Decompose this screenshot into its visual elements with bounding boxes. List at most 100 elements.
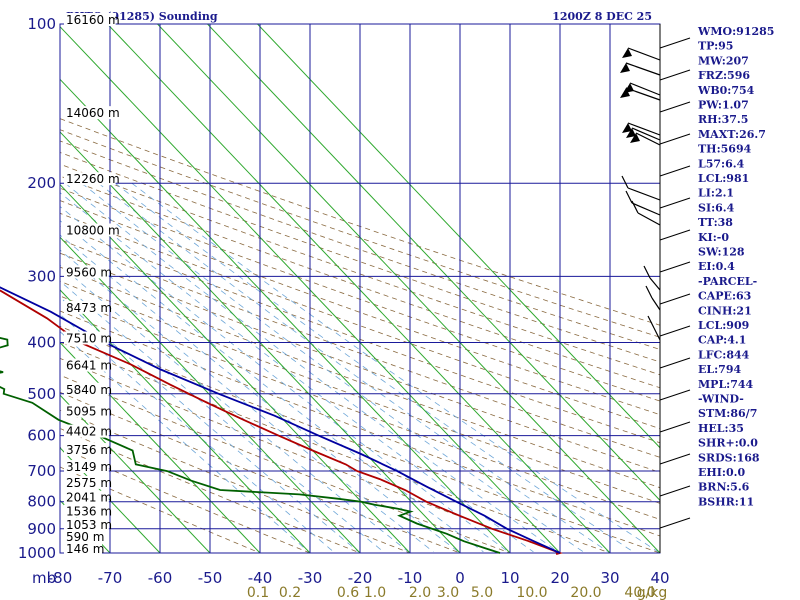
pressure-tick-label: 100: [27, 15, 56, 33]
dry-adiabat: [60, 200, 660, 416]
wind-tick: [659, 165, 691, 177]
moist-adiabat: [60, 296, 359, 553]
wind-tick: [659, 485, 691, 497]
wind-barb-feather: [621, 175, 629, 189]
height-label-bg: [64, 504, 109, 518]
wind-tick: [659, 389, 691, 401]
height-label-bg: [64, 424, 109, 438]
moist-adiabat: [60, 264, 409, 553]
stability-index: MPL:744: [698, 378, 754, 391]
mixing-ratio-label: 0.1: [247, 585, 269, 600]
wind-barb-shaft: [627, 187, 661, 201]
time-label: 1200Z 8 DEC 25: [552, 10, 652, 23]
stability-index: MW:207: [698, 54, 749, 67]
height-label: 10800 m: [66, 224, 120, 238]
moist-adiabat: [131, 182, 659, 553]
wind-barb-shaft: [635, 132, 661, 146]
isotherm: [60, 25, 561, 553]
height-label: 146 m: [66, 542, 104, 556]
isotherm: [60, 131, 461, 553]
wind-barb-shaft: [631, 202, 661, 216]
wind-barb-shaft: [627, 47, 661, 61]
height-label-bg: [64, 490, 109, 504]
stability-index: SW:128: [698, 246, 745, 259]
wind-barb-shaft: [651, 297, 661, 311]
isotherm: [60, 236, 361, 553]
dry-adiabat: [60, 239, 660, 458]
dry-adiabat: [60, 140, 660, 350]
isotherm: [206, 24, 660, 502]
temp-tick-label: -60: [148, 569, 173, 587]
dry-adiabat: [60, 212, 660, 430]
temp-tick-label: -30: [298, 569, 323, 587]
height-label-bg: [64, 542, 102, 555]
pressure-tick-label: 500: [27, 385, 56, 403]
wind-barb-flag: [622, 123, 632, 133]
height-label-bg: [64, 300, 109, 314]
height-label-bg: [64, 404, 109, 418]
pressure-tick-label: 1000: [18, 544, 56, 562]
moist-adiabat: [114, 182, 634, 553]
moist-adiabat: [81, 182, 584, 553]
height-label-bg: [64, 382, 109, 396]
wind-tick: [659, 293, 691, 305]
isotherm: [156, 24, 660, 553]
stability-index: MAXT:26.7: [698, 128, 766, 141]
height-label: 1053 m: [66, 518, 112, 532]
dry-adiabat: [60, 175, 660, 389]
sounding-series-1: [0, 336, 501, 554]
isotherm: [60, 183, 411, 553]
wind-barb-flag: [630, 133, 640, 143]
height-label-bg: [64, 265, 109, 279]
mixing-ratio-label: 10.0: [516, 585, 547, 600]
wind-tick: [659, 453, 691, 465]
mixing-ratio-label: 1.0: [364, 585, 386, 600]
mixing-ratio-label: 0.2: [279, 585, 301, 600]
stability-index: EHI:0.0: [698, 466, 745, 479]
isotherm: [60, 289, 311, 553]
dry-adiabat: [60, 187, 660, 402]
height-label: 3756 m: [66, 443, 112, 457]
height-label: 1536 m: [66, 505, 112, 519]
stability-index: SRDS:168: [698, 451, 760, 464]
wind-tick: [659, 261, 691, 273]
height-label: 9560 m: [66, 265, 112, 279]
wind-barb-feather: [631, 200, 639, 214]
mixing-ratio-unit: g/kg: [637, 585, 668, 600]
wind-tick: [659, 421, 691, 433]
stability-index: LCL:981: [698, 172, 749, 185]
height-label-bg: [64, 172, 116, 186]
stability-index: CAPE:63: [698, 290, 751, 303]
grid-layer: [0, 12, 660, 554]
dry-adiabat: [60, 325, 660, 553]
stability-index: WB0:754: [697, 84, 755, 97]
dry-adiabat: [60, 252, 660, 473]
stability-index: TP:95: [698, 40, 733, 53]
temp-tick-label: -50: [198, 569, 223, 587]
wind-barb-flag: [620, 88, 630, 98]
wind-tick: [659, 325, 691, 337]
stability-index: EI:0.4: [698, 260, 735, 273]
moist-adiabat: [60, 220, 484, 553]
stability-index: WMO:91285: [697, 25, 774, 38]
dry-adiabat: [60, 266, 660, 489]
temp-tick-label: -80: [48, 569, 73, 587]
dry-adiabat: [60, 295, 660, 520]
moist-adiabat: [60, 280, 384, 553]
height-label: 14060 m: [66, 106, 120, 120]
wind-barb-shaft: [625, 62, 661, 76]
pressure-tick-label: 900: [27, 520, 56, 538]
isotherm: [0, 12, 11, 554]
stability-index: FRZ:596: [698, 69, 750, 82]
wind-barb-feather: [645, 285, 653, 299]
stability-index: PW:1.07: [698, 99, 749, 112]
wind-barb-flag: [620, 63, 630, 73]
stability-index: BSHR:11: [698, 495, 754, 508]
height-label-bg: [64, 358, 109, 372]
temp-tick-label: 10: [500, 569, 519, 587]
dry-adiabat: [60, 163, 660, 376]
moist-adiabat: [98, 182, 609, 553]
mixing-ratio-label: 40.0: [624, 585, 655, 600]
stability-index: KI:-0: [698, 231, 729, 244]
